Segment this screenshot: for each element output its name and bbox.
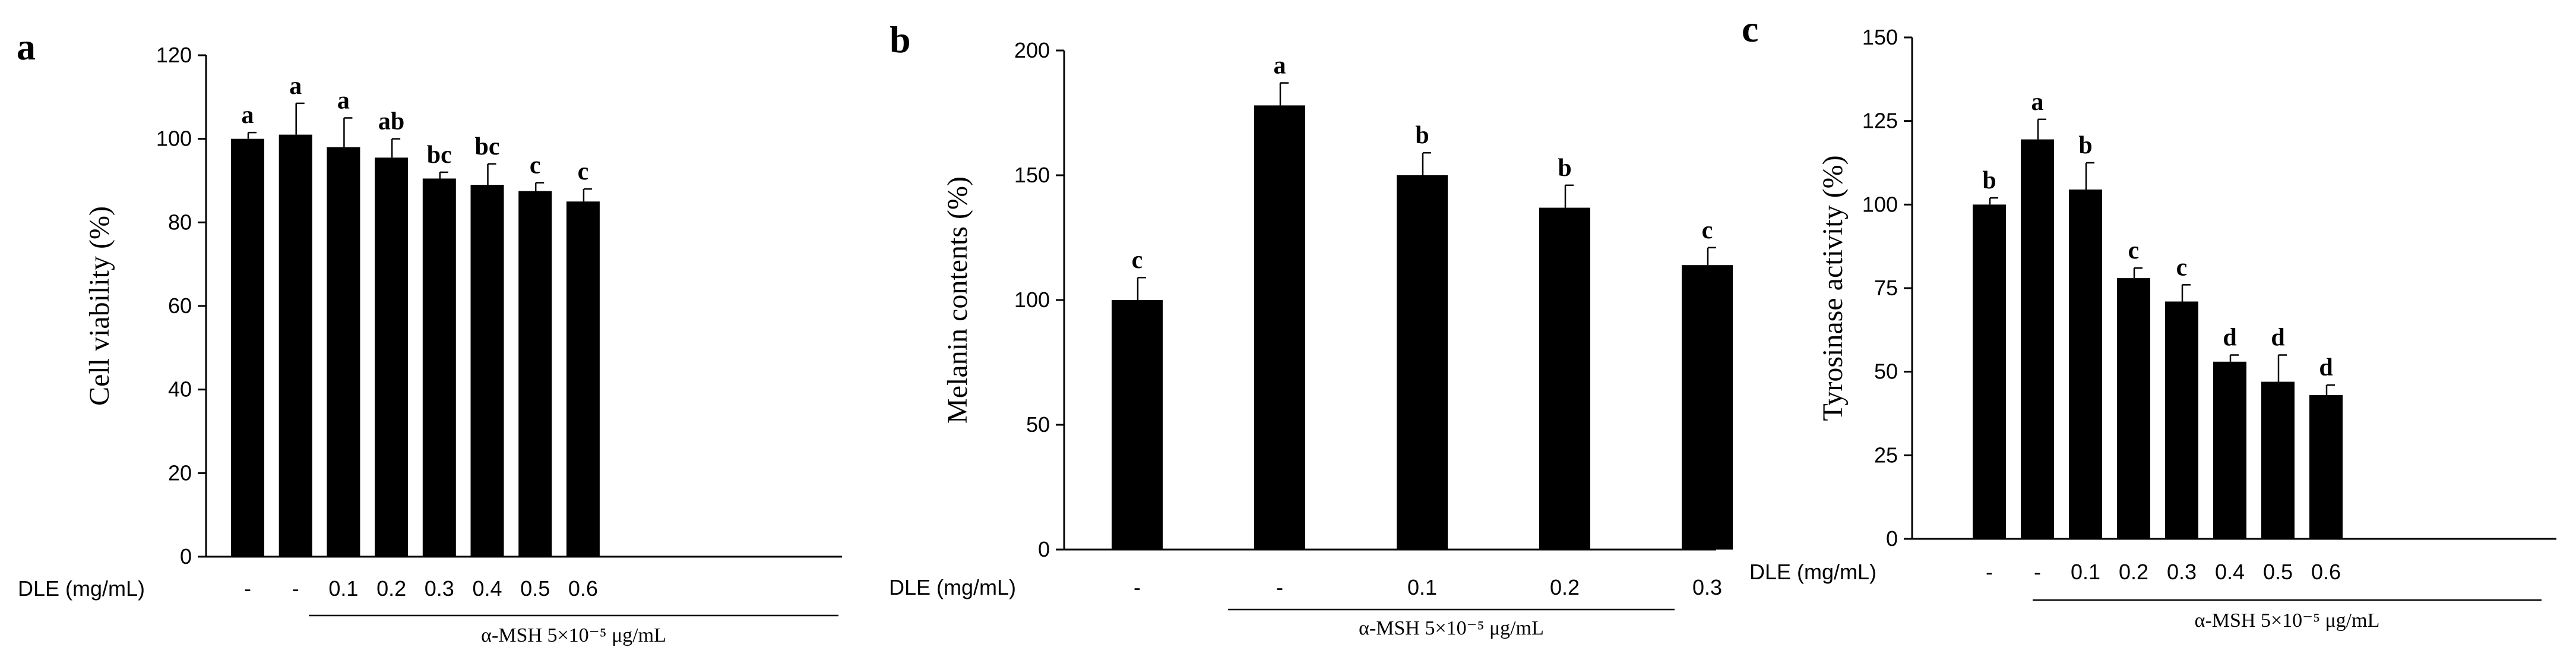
- x-tick-label: 0.5: [520, 576, 550, 601]
- significance-letter: a: [242, 102, 254, 129]
- y-tick-label: 120: [156, 43, 192, 67]
- panel-letter: a: [17, 26, 36, 68]
- bar: [470, 185, 504, 557]
- y-tick-label: 100: [1862, 192, 1898, 216]
- bar: [2261, 381, 2295, 539]
- bar: [1112, 300, 1163, 550]
- significance-letter: a: [2031, 89, 2044, 116]
- significance-letter: a: [289, 72, 302, 100]
- y-tick-label: 150: [1862, 25, 1898, 49]
- x-tick-label: 0.2: [2119, 560, 2148, 584]
- x-tick-label: -: [244, 576, 251, 601]
- significance-letter: c: [2176, 254, 2188, 281]
- chart-panel-b: b 0 50 100 150 200 Melanin contents (%) c - a - b 0.…: [889, 18, 1733, 639]
- bar: [2165, 301, 2198, 539]
- significance-letter: bc: [427, 141, 452, 169]
- panel-letter: c: [1742, 8, 1758, 50]
- bar: [2117, 278, 2150, 539]
- panel-letter: b: [890, 18, 911, 61]
- significance-letter: a: [1274, 52, 1286, 80]
- treatment-label: α-MSH 5×10⁻⁵ μg/mL: [481, 624, 666, 646]
- bar: [2309, 395, 2343, 539]
- y-tick-label: 0: [180, 544, 192, 569]
- x-tick-label: 0.4: [472, 576, 502, 601]
- significance-letter: c: [1702, 217, 1713, 244]
- significance-letter: d: [2271, 324, 2284, 352]
- y-tick-label: 75: [1874, 276, 1898, 300]
- significance-letter: d: [2319, 354, 2333, 381]
- bar: [2021, 139, 2054, 539]
- bar: [2069, 190, 2102, 539]
- significance-letter: bc: [475, 133, 500, 160]
- y-tick-label: 200: [1014, 38, 1050, 62]
- bar: [1254, 105, 1305, 550]
- significance-letter: c: [578, 158, 589, 185]
- significance-letter: b: [1982, 167, 1996, 194]
- y-tick-label: 50: [1026, 412, 1050, 437]
- y-tick-label: 100: [156, 127, 192, 151]
- bar: [279, 134, 312, 557]
- x-tick-label: -: [1986, 560, 1993, 584]
- x-tick-label: 0.3: [425, 576, 454, 601]
- x-tick-label: 0.1: [1407, 575, 1437, 599]
- x-tick-label: 0.3: [1692, 575, 1722, 599]
- x-tick-label: 0.6: [2311, 560, 2341, 584]
- bar: [1682, 265, 1733, 550]
- x-tick-label: 0.6: [568, 576, 598, 601]
- x-tick-label: 0.2: [376, 576, 406, 601]
- chart-panel-a: a 0 20 40 60 80 100 120 Cell viability (%) a - a - a 0…: [17, 26, 842, 646]
- significance-letter: c: [1132, 247, 1143, 274]
- y-tick-label: 50: [1874, 359, 1898, 384]
- bar: [422, 178, 456, 557]
- y-tick-label: 40: [168, 377, 192, 402]
- x-axis-label: DLE (mg/mL): [18, 576, 145, 601]
- x-tick-label: 0.2: [1550, 575, 1580, 599]
- y-axis-label: Melanin contents (%): [942, 176, 973, 424]
- bar: [1973, 204, 2006, 539]
- significance-letter: b: [1415, 122, 1429, 149]
- x-tick-label: 0.1: [328, 576, 358, 601]
- x-tick-label: -: [1276, 575, 1283, 599]
- bar: [1397, 175, 1448, 550]
- x-tick-label: 0.4: [2215, 560, 2245, 584]
- bar: [327, 147, 360, 557]
- y-axis-label: Cell viability (%): [84, 206, 115, 406]
- x-tick-label: -: [292, 576, 299, 601]
- y-tick-label: 100: [1014, 288, 1050, 312]
- x-axis-label: DLE (mg/mL): [889, 575, 1016, 599]
- x-tick-label: 0.5: [2263, 560, 2293, 584]
- x-tick-label: 0.3: [2167, 560, 2197, 584]
- significance-letter: c: [530, 152, 541, 179]
- x-tick-label: -: [2034, 560, 2041, 584]
- bar: [518, 191, 552, 557]
- chart-panel-c: c 0 25 50 75 100 125 150 Tyrosinase activity (%)…: [1742, 8, 2556, 632]
- y-tick-label: 150: [1014, 163, 1050, 187]
- significance-letter: ab: [378, 108, 404, 135]
- y-tick-label: 80: [168, 210, 192, 234]
- treatment-label: α-MSH 5×10⁻⁵ μg/mL: [2195, 610, 2380, 632]
- bar: [375, 157, 409, 557]
- treatment-label: α-MSH 5×10⁻⁵ μg/mL: [1359, 617, 1544, 639]
- x-tick-label: 0.1: [2071, 560, 2100, 584]
- y-axis-label: Tyrosinase activity (%): [1817, 155, 1849, 421]
- significance-letter: b: [2078, 132, 2092, 159]
- y-tick-label: 25: [1874, 443, 1898, 467]
- significance-letter: b: [1558, 154, 1571, 182]
- bar: [231, 138, 264, 557]
- bar: [1539, 207, 1590, 550]
- x-tick-label: -: [1134, 575, 1141, 599]
- bar: [566, 201, 600, 557]
- y-tick-label: 0: [1886, 526, 1898, 551]
- significance-letter: c: [2128, 237, 2140, 264]
- y-tick-label: 125: [1862, 109, 1898, 133]
- y-tick-label: 0: [1038, 537, 1050, 561]
- significance-letter: a: [337, 87, 350, 115]
- significance-letter: d: [2223, 324, 2236, 352]
- y-tick-label: 20: [168, 460, 192, 485]
- y-tick-label: 60: [168, 293, 192, 318]
- x-axis-label: DLE (mg/mL): [1749, 560, 1876, 584]
- bar: [2213, 361, 2246, 539]
